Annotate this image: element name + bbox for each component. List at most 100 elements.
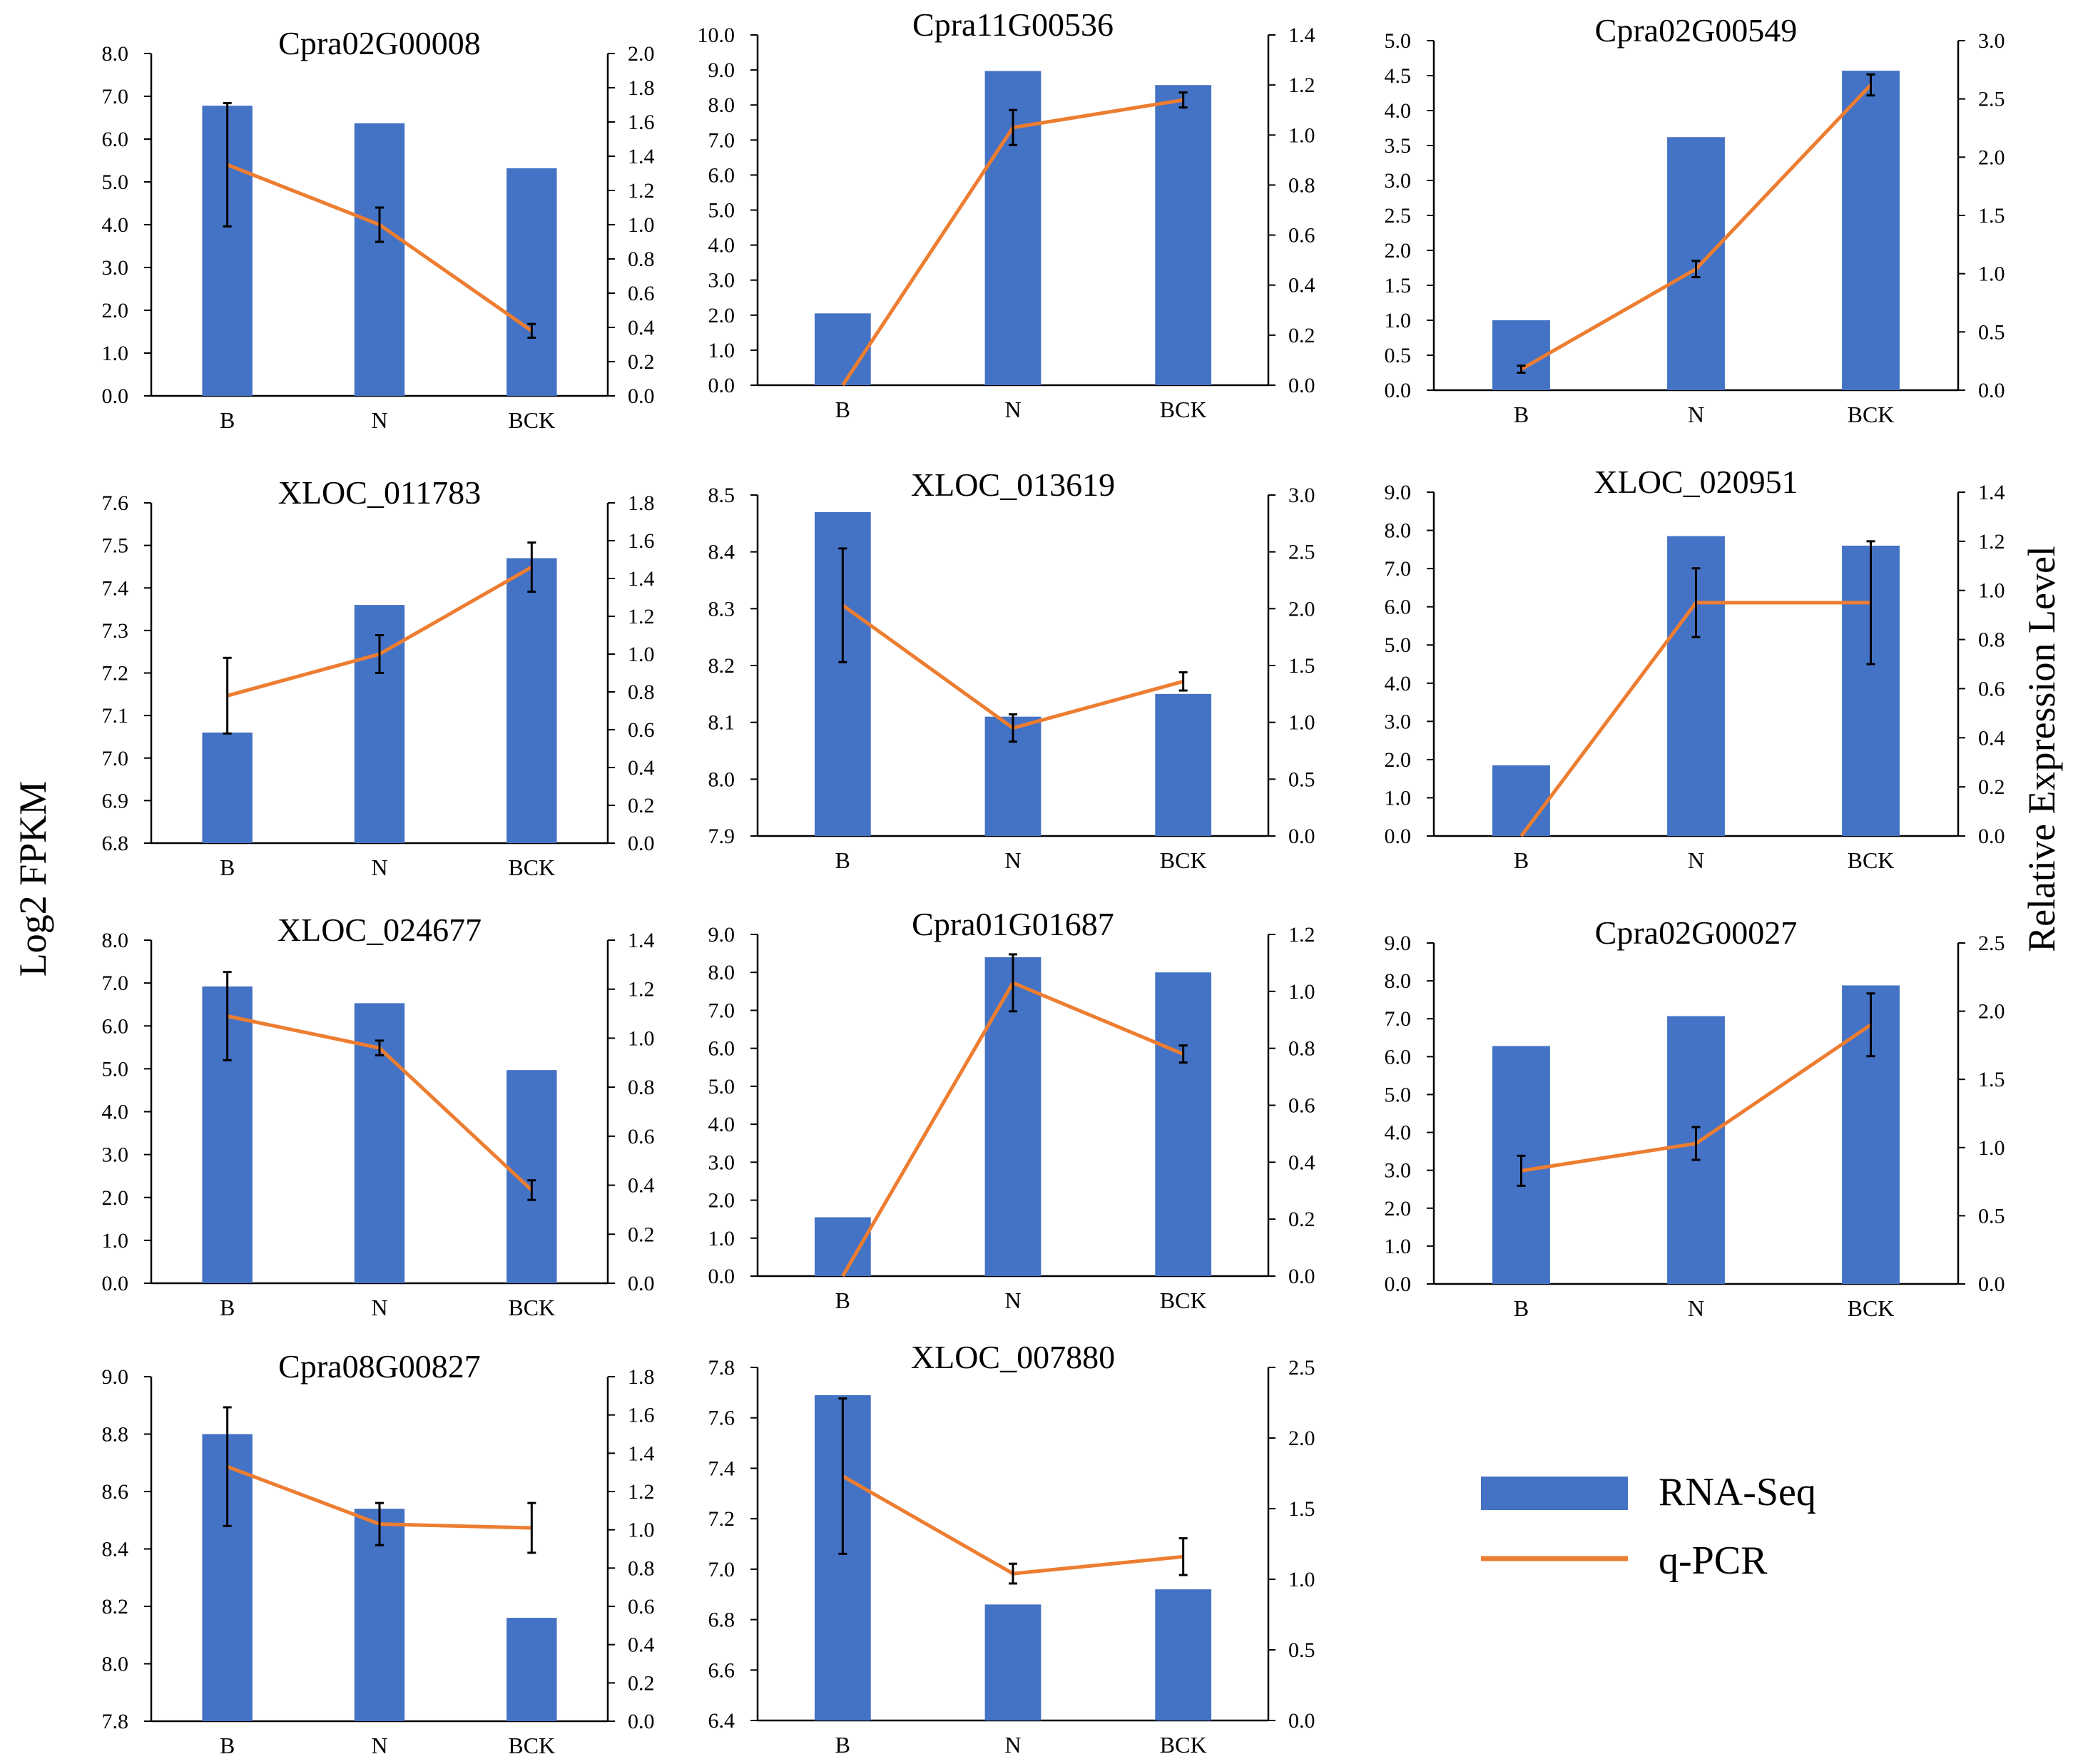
rna-seq-bar-n xyxy=(984,1604,1042,1720)
left-tick-label: 8.2 xyxy=(708,654,735,678)
left-tick-label: 0.0 xyxy=(1385,1273,1412,1296)
q-pcr-error-bar-n xyxy=(1691,260,1701,279)
left-tick-label: 0.0 xyxy=(102,1272,129,1295)
right-tick-label: 0.4 xyxy=(628,1633,655,1657)
right-tick-label: 0.0 xyxy=(1978,1273,2005,1296)
x-tick-label: BCK xyxy=(508,1733,555,1758)
chart-cpra02g00549: Cpra02G00549 0.0 0.5 1.0 1.5 2.0 2.5 3.0 3.5 4.0 4… xyxy=(1385,12,2005,427)
left-tick-label: 2.0 xyxy=(1385,239,1412,262)
left-tick-label: 9.0 xyxy=(1385,481,1412,504)
chart-title: Cpra02G00027 xyxy=(1595,914,1798,951)
right-tick-label: 1.2 xyxy=(1978,530,2005,554)
chart-xloc-007880: XLOC_007880 6.4 6.6 6.8 7.0 7.2 7.4 7.6 7.8 0.0 0.… xyxy=(708,1339,1315,1758)
right-tick-label: 0.4 xyxy=(1978,726,2005,750)
q-pcr-error-bar-bck xyxy=(527,541,536,593)
right-tick-label: 0.8 xyxy=(628,680,655,704)
left-tick-label: 9.0 xyxy=(708,923,735,947)
right-tick-label: 2.0 xyxy=(628,42,655,66)
right-tick-label: 1.5 xyxy=(1978,1068,2005,1091)
q-pcr-error-bar-b xyxy=(223,1406,232,1527)
left-tick-label: 8.3 xyxy=(708,597,735,621)
left-tick-label: 6.6 xyxy=(708,1658,735,1682)
left-tick-label: 5.0 xyxy=(102,170,129,194)
right-tick-label: 1.0 xyxy=(1288,123,1315,147)
right-tick-label: 0.8 xyxy=(1288,1037,1315,1061)
x-tick-label: BCK xyxy=(508,855,555,880)
right-tick-label: 1.0 xyxy=(628,213,655,237)
left-tick-label: 8.0 xyxy=(1385,519,1412,543)
chart-xloc-013619: XLOC_013619 7.9 8.0 8.1 8.2 8.3 8.4 8.5 0.0 0.5 1.… xyxy=(708,467,1315,873)
left-tick-label: 7.0 xyxy=(708,128,735,152)
right-tick-label: 0.5 xyxy=(1288,768,1315,791)
right-tick-label: 0.0 xyxy=(628,832,655,855)
rna-seq-bar-b xyxy=(1492,320,1550,390)
right-tick-label: 2.5 xyxy=(1978,932,2005,955)
q-pcr-error-bar-bck xyxy=(1178,91,1188,109)
left-y-axis-label: Log2 FPKM xyxy=(11,781,54,977)
left-tick-label: 6.0 xyxy=(1385,596,1412,619)
legend: RNA-Seq q-PCR xyxy=(1481,1470,1816,1583)
left-tick-label: 1.0 xyxy=(708,339,735,362)
left-tick-label: 2.5 xyxy=(1385,204,1412,228)
left-tick-label: 5.0 xyxy=(1385,29,1412,53)
x-tick-label: N xyxy=(1004,1288,1021,1313)
rna-seq-bar-bck xyxy=(1842,71,1900,390)
q-pcr-error-bar-n xyxy=(375,1502,384,1546)
x-tick-label: B xyxy=(1514,1295,1529,1321)
left-tick-label: 8.2 xyxy=(102,1595,129,1618)
rna-seq-bar-bck xyxy=(1155,85,1212,385)
right-tick-label: 1.0 xyxy=(1978,1136,2005,1160)
right-tick-label: 1.0 xyxy=(1288,1568,1315,1591)
left-tick-label: 7.2 xyxy=(102,662,129,685)
x-tick-label: B xyxy=(220,407,235,433)
x-tick-label: B xyxy=(835,397,850,422)
right-tick-label: 0.4 xyxy=(628,316,655,340)
chart-title: Cpra01G01687 xyxy=(912,906,1114,942)
right-tick-label: 0.0 xyxy=(628,1710,655,1733)
left-tick-label: 8.0 xyxy=(708,961,735,984)
left-tick-label: 9.0 xyxy=(102,1365,129,1389)
chart-xloc-020951: XLOC_020951 0.0 1.0 2.0 3.0 4.0 5.0 6.0 7.0 8.0 9.… xyxy=(1385,464,2005,873)
right-tick-label: 0.0 xyxy=(1288,374,1315,397)
right-tick-label: 1.2 xyxy=(1288,923,1315,947)
right-tick-label: 1.2 xyxy=(628,978,655,1001)
left-tick-label: 3.0 xyxy=(102,1143,129,1167)
left-tick-label: 7.0 xyxy=(708,1558,735,1581)
q-pcr-error-bar-bck xyxy=(1866,540,1875,666)
left-tick-label: 0.0 xyxy=(708,374,735,397)
rna-seq-bar-bck xyxy=(506,168,557,397)
x-tick-label: N xyxy=(371,855,387,880)
left-tick-label: 8.4 xyxy=(102,1538,129,1561)
rna-seq-bar-b xyxy=(202,732,253,843)
left-tick-label: 3.5 xyxy=(1385,134,1412,158)
x-tick-label: BCK xyxy=(1848,402,1895,427)
right-tick-label: 0.6 xyxy=(1288,1094,1315,1118)
x-tick-label: B xyxy=(835,1288,850,1313)
chart-cpra01g01687: Cpra01G01687 0.0 1.0 2.0 3.0 4.0 5.0 6.0 7.0 8.0 9… xyxy=(708,906,1315,1313)
right-tick-label: 0.4 xyxy=(628,756,655,780)
right-tick-label: 0.8 xyxy=(628,1556,655,1580)
chart-title: XLOC_020951 xyxy=(1594,464,1798,500)
right-tick-label: 1.2 xyxy=(628,605,655,628)
left-tick-label: 7.3 xyxy=(102,619,129,643)
right-tick-label: 2.0 xyxy=(1978,146,2005,169)
right-tick-label: 1.0 xyxy=(1978,262,2005,286)
right-tick-label: 1.4 xyxy=(1288,24,1315,47)
right-tick-label: 0.6 xyxy=(628,1125,655,1148)
chart-title: Cpra02G00549 xyxy=(1595,12,1798,49)
x-tick-label: B xyxy=(1514,402,1529,427)
left-tick-label: 6.0 xyxy=(708,1037,735,1061)
q-pcr-error-bar-bck xyxy=(527,1502,536,1554)
right-tick-label: 1.8 xyxy=(628,1365,655,1389)
right-y-axis-label: Relative Expression Level xyxy=(2020,546,2063,952)
left-tick-label: 8.0 xyxy=(1385,969,1412,993)
right-tick-label: 0.6 xyxy=(1978,677,2005,700)
chart-cpra11g00536: Cpra11G00536 0.0 1.0 2.0 3.0 4.0 5.0 6.0 7.0 8.0 9… xyxy=(698,6,1315,422)
right-tick-label: 3.0 xyxy=(1978,29,2005,53)
q-pcr-error-bar-b xyxy=(1517,364,1526,374)
left-tick-label: 6.4 xyxy=(708,1709,735,1733)
q-pcr-error-bar-b xyxy=(223,102,232,228)
chart-xloc-011783: XLOC_011783 6.8 6.9 7.0 7.1 7.2 7.3 7.4 7.5 7.6 0.… xyxy=(102,474,655,880)
